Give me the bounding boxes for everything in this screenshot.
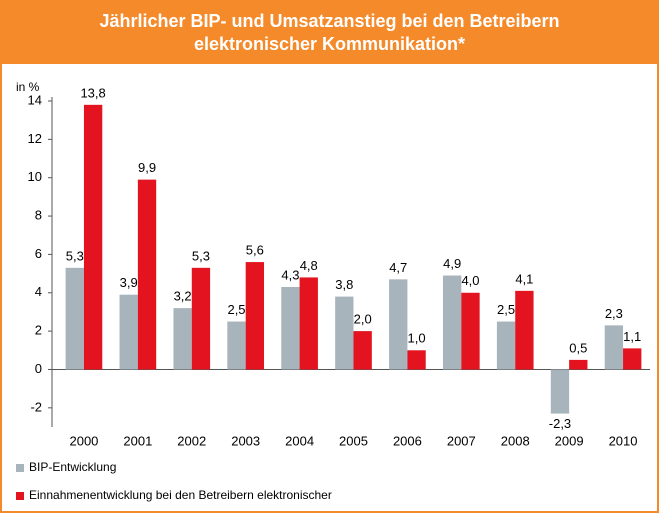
value-label: 1,1 <box>623 329 641 344</box>
value-label: 4,7 <box>389 260 407 275</box>
x-tick-label: 2004 <box>285 433 314 448</box>
bar <box>442 275 462 370</box>
bar <box>191 267 211 370</box>
value-label: 3,9 <box>120 275 138 290</box>
bar <box>173 308 192 370</box>
x-tick-label: 2006 <box>393 433 422 448</box>
y-tick-label: 10 <box>28 169 42 184</box>
x-tick-label: 2002 <box>177 433 206 448</box>
x-tick-label: 2009 <box>555 433 584 448</box>
x-tick-label: 2008 <box>501 433 530 448</box>
bar <box>550 369 570 414</box>
bar <box>119 294 138 370</box>
bar <box>604 325 624 370</box>
x-tick-label: 2010 <box>609 433 638 448</box>
header: Jährlicher BIP- und Umsatzanstieg bei de… <box>2 2 657 64</box>
value-label: -2,3 <box>549 416 571 431</box>
value-label: 5,3 <box>192 248 210 263</box>
bar <box>515 290 534 370</box>
y-tick-label: -2 <box>30 399 42 414</box>
value-label: 2,5 <box>227 302 245 317</box>
bar <box>335 296 354 370</box>
value-label: 5,6 <box>246 243 264 258</box>
bar <box>245 262 265 370</box>
value-label: 9,9 <box>138 160 156 175</box>
y-tick-label: 6 <box>35 246 42 261</box>
bar <box>83 104 103 370</box>
bar <box>299 277 318 370</box>
legend-label: Einnahmenentwicklung bei den Betreibern … <box>29 488 332 502</box>
bar <box>569 359 588 370</box>
value-label: 2,3 <box>605 306 623 321</box>
y-tick-label: 14 <box>28 92 42 107</box>
legend-swatch <box>16 464 24 472</box>
x-tick-label: 2007 <box>447 433 476 448</box>
bar <box>353 331 372 370</box>
value-label: 2,0 <box>354 312 372 327</box>
bar <box>623 348 642 370</box>
value-label: 4,0 <box>461 273 479 288</box>
x-tick-label: 2003 <box>231 433 260 448</box>
value-label: 1,0 <box>408 331 426 346</box>
value-label: 4,8 <box>300 258 318 273</box>
legend-label: BIP-Entwicklung <box>29 460 116 474</box>
y-tick-label: 12 <box>28 131 42 146</box>
bar <box>281 287 300 370</box>
value-label: 0,5 <box>569 340 587 355</box>
value-label: 3,2 <box>174 289 192 304</box>
bar <box>407 350 426 370</box>
bar <box>65 267 84 370</box>
y-tick-label: 8 <box>35 207 42 222</box>
value-label: 4,3 <box>281 267 299 282</box>
bar <box>461 292 480 370</box>
y-tick-label: 0 <box>35 361 42 376</box>
y-tick-label: 2 <box>35 323 42 338</box>
value-label: 5,3 <box>66 248 84 263</box>
bar <box>227 321 246 370</box>
bar <box>389 279 408 370</box>
x-tick-label: 2005 <box>339 433 368 448</box>
bar <box>137 179 157 370</box>
chart-title: Jährlicher BIP- und Umsatzanstieg bei de… <box>99 11 560 54</box>
y-axis-label: in % <box>16 80 40 94</box>
legend-swatch <box>16 492 24 500</box>
bar <box>496 321 516 370</box>
y-tick-label: 4 <box>35 284 42 299</box>
value-label: 13,8 <box>80 85 105 100</box>
x-tick-label: 2000 <box>69 433 98 448</box>
value-label: 4,9 <box>443 256 461 271</box>
value-label: 4,1 <box>515 271 533 286</box>
x-tick-label: 2001 <box>123 433 152 448</box>
value-label: 3,8 <box>335 277 353 292</box>
value-label: 2,5 <box>497 302 515 317</box>
